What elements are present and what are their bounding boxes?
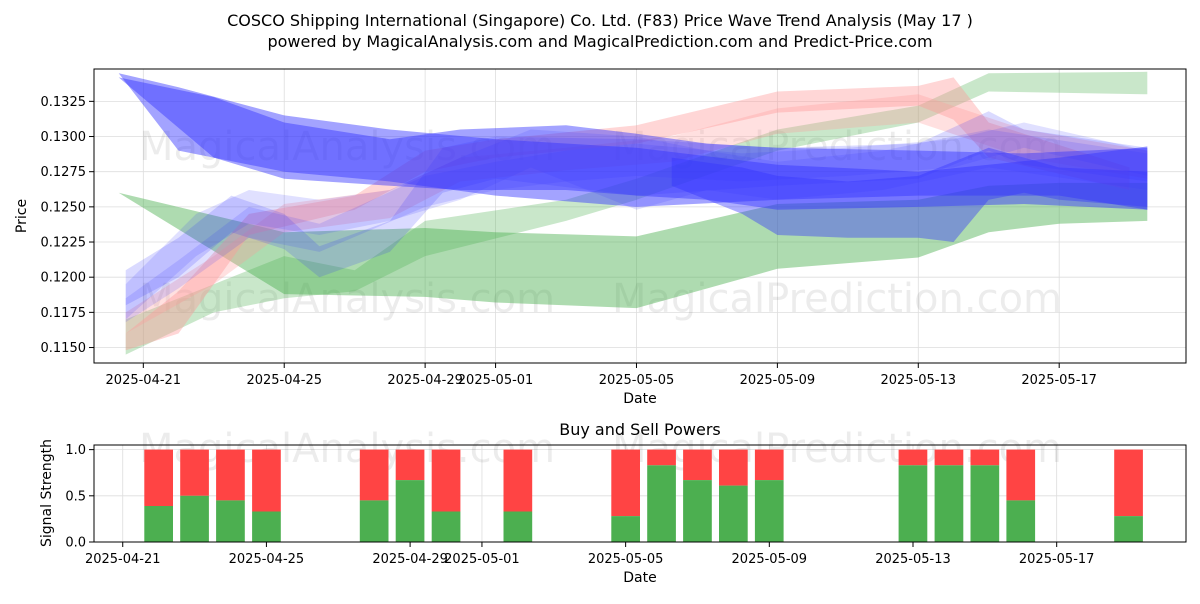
price-x-tick-label: 2025-05-05 <box>599 373 675 388</box>
buy-bar <box>252 511 281 542</box>
buy-sell-title: Buy and Sell Powers <box>559 420 721 439</box>
price-y-tick-label: 0.1200 <box>41 271 87 286</box>
signal-y-axis-label: Signal Strength <box>39 439 55 547</box>
buy-bar <box>970 465 1000 542</box>
signal-y-tick-label: 0.5 <box>65 489 86 504</box>
sell-bar <box>395 449 425 481</box>
price-y-tick-label: 0.1300 <box>41 130 87 145</box>
signal-bars <box>144 449 1143 542</box>
buy-bar <box>683 480 712 542</box>
price-bands <box>101 71 1148 355</box>
sell-bar <box>683 449 712 481</box>
buy-bar <box>1114 516 1143 542</box>
price-x-axis-label: Date <box>623 391 656 407</box>
signal-y-ticks: 0.0 0.5 1.0 <box>65 443 94 551</box>
signal-x-tick-label: 2025-05-01 <box>444 552 520 567</box>
signal-x-axis-label: Date <box>623 570 656 586</box>
price-band-blue-light-1 <box>125 111 1148 306</box>
price-watermarks: MagicalAnalysis.com MagicalPrediction.co… <box>139 124 1062 322</box>
buy-bar <box>754 480 784 542</box>
signal-x-tick-label: 2025-04-25 <box>229 552 305 567</box>
price-y-tick-label: 0.1150 <box>41 341 87 356</box>
buy-bar <box>719 485 748 542</box>
price-y-tick-label: 0.1225 <box>41 236 87 251</box>
price-x-tick-label: 2025-04-29 <box>387 373 463 388</box>
sell-bar <box>1006 449 1036 501</box>
buy-bar <box>1006 500 1036 542</box>
watermark-magical-prediction-top: MagicalPrediction.com <box>612 124 1062 170</box>
price-x-ticks: 2025-04-21 2025-04-25 2025-04-292025-05-01… <box>106 363 1097 388</box>
buy-bar <box>647 465 676 542</box>
price-x-tick-label: 2025-05-01 <box>458 373 534 388</box>
price-band-blue-main-1 <box>101 73 1148 210</box>
price-x-tick-label: 2025-05-17 <box>1021 373 1097 388</box>
sell-bar <box>754 449 784 481</box>
buy-bar <box>898 465 928 542</box>
price-y-tick-label: 0.1325 <box>41 95 87 110</box>
chart-title-line-1: COSCO Shipping International (Singapore)… <box>227 11 973 30</box>
signal-x-tick-label: 2025-05-05 <box>588 552 664 567</box>
buy-bar <box>503 511 533 542</box>
price-band-green-1 <box>101 182 1148 309</box>
buy-bar <box>359 500 389 542</box>
sell-bar <box>503 449 533 512</box>
price-y-axis-label: Price <box>14 199 30 233</box>
signal-x-tick-label: 2025-04-21 <box>85 552 161 567</box>
price-band-blue-main-2 <box>101 77 1148 210</box>
buy-bar <box>934 465 964 542</box>
price-band-blue-light-3 <box>125 122 1148 323</box>
buy-bar <box>611 516 640 542</box>
price-band-pink-1 <box>125 77 1130 351</box>
buy-bar <box>216 500 245 542</box>
signal-x-tick-label: 2025-05-13 <box>875 552 951 567</box>
price-x-tick-label: 2025-05-09 <box>740 373 816 388</box>
sell-bar <box>359 449 389 501</box>
sell-bar <box>970 449 1000 466</box>
buy-bar <box>395 480 425 542</box>
price-grid <box>94 69 1186 363</box>
signal-x-tick-label: 2025-05-09 <box>732 552 808 567</box>
watermark-magical-analysis-mid: MagicalAnalysis.com <box>139 276 555 322</box>
sell-bar <box>252 449 281 512</box>
sell-bar <box>719 449 748 486</box>
sell-bar <box>934 449 964 466</box>
buy-bar <box>144 506 173 542</box>
price-y-tick-label: 0.1175 <box>41 306 87 321</box>
signal-x-tick-label: 2025-04-29 <box>372 552 448 567</box>
sell-bar <box>898 449 928 466</box>
chart-title-line-2: powered by MagicalAnalysis.com and Magic… <box>267 32 932 51</box>
signal-y-tick-label: 0.0 <box>65 536 86 551</box>
price-band-blue-dark <box>671 147 1148 242</box>
price-plot-frame <box>93 68 1187 364</box>
price-y-tick-label: 0.1250 <box>41 200 87 215</box>
buy-sell-panel: Buy and Sell Powers MagicalAnalysis.com … <box>39 420 1187 586</box>
buy-bar <box>180 495 209 542</box>
sell-bar <box>1114 449 1143 517</box>
price-y-tick-label: 0.1275 <box>41 165 87 180</box>
signal-plot-frame <box>93 444 1187 543</box>
price-band-pink-2 <box>125 94 1148 334</box>
price-x-tick-label: 2025-04-21 <box>106 373 182 388</box>
sell-bar <box>216 449 245 501</box>
signal-x-tick-label: 2025-05-17 <box>1019 552 1095 567</box>
price-wave-panel: MagicalAnalysis.com MagicalPrediction.co… <box>14 68 1187 407</box>
sell-bar <box>180 449 209 496</box>
price-y-ticks: 0.1150 0.1175 0.1200 0.1225 0.1250 0.1275 0.13… <box>41 95 94 356</box>
watermark-magical-prediction-mid: MagicalPrediction.com <box>612 276 1062 322</box>
sell-bar <box>611 449 640 517</box>
price-x-tick-label: 2025-05-13 <box>881 373 957 388</box>
watermark-magical-analysis-top: MagicalAnalysis.com <box>139 124 555 170</box>
signal-y-tick-label: 1.0 <box>65 443 86 458</box>
price-x-tick-label: 2025-04-25 <box>246 373 322 388</box>
sell-bar <box>647 449 676 466</box>
price-band-blue-light-2 <box>125 129 1148 320</box>
signal-x-ticks: 2025-04-21 2025-04-25 2025-04-292025-05-01… <box>85 542 1095 567</box>
sell-bar <box>144 449 173 506</box>
sell-bar <box>431 449 461 512</box>
buy-bar <box>431 511 461 542</box>
